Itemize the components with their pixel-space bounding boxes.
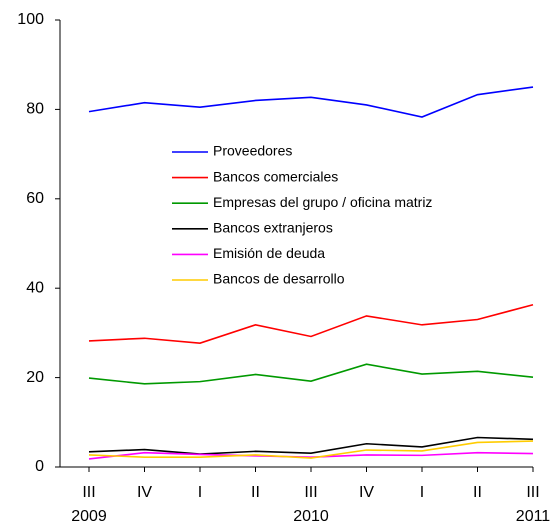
y-tick-label: 0 bbox=[35, 458, 44, 475]
legend-label: Emisión de deuda bbox=[213, 245, 325, 261]
x-tick-label: IV bbox=[137, 484, 152, 501]
x-tick-label: I bbox=[198, 484, 202, 501]
series-line bbox=[88, 440, 534, 459]
series-line bbox=[88, 303, 534, 344]
y-tick-label: 20 bbox=[26, 369, 44, 386]
x-tick-label: III bbox=[304, 484, 317, 501]
y-tick-label: 60 bbox=[26, 190, 44, 207]
legend-label: Empresas del grupo / oficina matriz bbox=[213, 194, 432, 210]
x-tick-label: II bbox=[473, 484, 482, 501]
legend-label: Bancos de desarrollo bbox=[213, 271, 345, 287]
y-tick-label: 100 bbox=[17, 11, 44, 28]
legend-label: Proveedores bbox=[213, 143, 292, 159]
x-tick-label: I bbox=[420, 484, 424, 501]
x-tick-label: II bbox=[251, 484, 260, 501]
year-label: 2010 bbox=[293, 508, 329, 523]
x-tick-label: IV bbox=[359, 484, 374, 501]
series-line bbox=[88, 451, 534, 460]
series-line bbox=[88, 436, 534, 455]
x-tick-label: III bbox=[526, 484, 539, 501]
year-label: 2009 bbox=[71, 508, 107, 523]
year-label: 2011 bbox=[516, 508, 551, 523]
series-line bbox=[88, 363, 534, 385]
legend-label: Bancos extranjeros bbox=[213, 220, 333, 236]
y-tick-label: 40 bbox=[26, 279, 44, 296]
x-tick-label: III bbox=[82, 484, 95, 501]
series-line bbox=[88, 86, 534, 118]
y-tick-label: 80 bbox=[26, 101, 44, 118]
legend-label: Bancos comerciales bbox=[213, 168, 338, 184]
